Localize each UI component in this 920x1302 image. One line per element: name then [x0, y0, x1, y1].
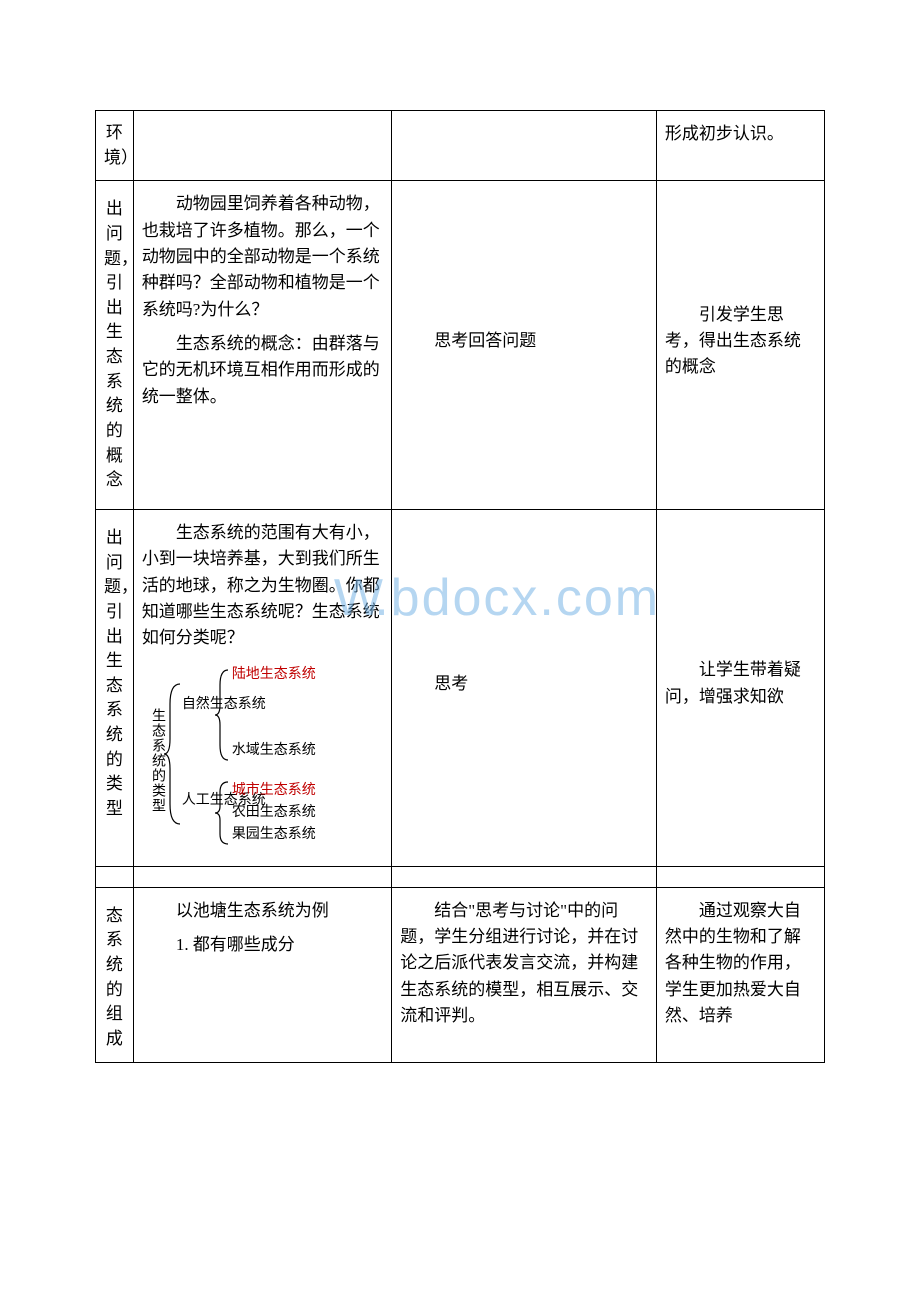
watermark-right: .bdocx.com [374, 558, 660, 639]
tree-root: 生态系统的类型 [148, 708, 166, 813]
spacer-row [96, 866, 825, 887]
row2-right-text: 引发学生思考，得出生态系统的概念 [665, 302, 816, 381]
tree-l1-artificial: 人工生态系统 [182, 792, 216, 810]
row3-left-p1: 生态系统的范围有大有小，小到一块培养基，大到我们所生活的地球，称之为生物圈。你都… [142, 520, 383, 652]
row3-left-cell: 生态系统的范围有大有小，小到一块培养基，大到我们所生活的地球，称之为生物圈。你都… [133, 509, 391, 866]
row1-left-cell [133, 111, 391, 181]
row4-mid-text: 结合"思考与讨论"中的问题，学生分组进行讨论，并在讨论之后派代表发言交流，并构建… [400, 898, 648, 1030]
spacer-cell [392, 866, 657, 887]
spacer-cell [133, 866, 391, 887]
row2-left-p1: 动物园里饲养着各种动物，也栽培了许多植物。那么，一个动物园中的全部动物是一个系统… [142, 191, 383, 323]
row2-label: 出问题，引出生态系统的概念 [104, 197, 125, 493]
row4-right-cell: 通过观察大自然中的生物和了解各种生物的作用，学生更加热爱大自然、培养 [656, 887, 824, 1062]
row4-left-p1: 以池塘生态系统为例 [142, 898, 383, 924]
tree-l2-water: 水域生态系统 [232, 742, 316, 760]
table-row: 态系统的组成 以池塘生态系统为例 1. 都有哪些成分 结合"思考与讨论"中的问题… [96, 887, 825, 1062]
table-row: 出问题，引出生态系统的类型 生态系统的范围有大有小，小到一块培养基，大到我们所生… [96, 509, 825, 866]
row3-right-text: 让学生带着疑问，增强求知欲 [665, 657, 816, 710]
brace-icon [218, 670, 232, 760]
row3-right-cell: 让学生带着疑问，增强求知欲 [656, 509, 824, 866]
ecosystem-tree-diagram: 生态系统的类型 自然生态系统 陆地生态系统 水域生态系统 [142, 666, 383, 856]
row4-left-cell: 以池塘生态系统为例 1. 都有哪些成分 [133, 887, 391, 1062]
row4-left-p2: 1. 都有哪些成分 [142, 932, 383, 958]
row3-mid-text: 思考 [400, 671, 648, 697]
row3-label: 出问题，引出生态系统的类型 [104, 526, 125, 822]
tree-l2-orchard: 果园生态系统 [232, 826, 316, 844]
row1-label: 环境） [104, 121, 125, 170]
row3-mid-cell: .bdocx.com 思考 [392, 509, 657, 866]
row1-right-cell: 形成初步认识。 [656, 111, 824, 181]
table-row: 环境） 形成初步认识。 [96, 111, 825, 181]
row3-label-cell: 出问题，引出生态系统的类型 [96, 509, 134, 866]
lesson-table: 环境） 形成初步认识。 出问题，引出生态系统的概念 动物园里饲养着各种动物，也栽… [95, 110, 825, 1063]
row1-mid-cell [392, 111, 657, 181]
row2-mid-cell: 思考回答问题 [392, 181, 657, 510]
row4-label-cell: 态系统的组成 [96, 887, 134, 1062]
row4-mid-cell: 结合"思考与讨论"中的问题，学生分组进行讨论，并在讨论之后派代表发言交流，并构建… [392, 887, 657, 1062]
row2-left-p2: 生态系统的概念：由群落与它的无机环境互相作用而形成的统一整体。 [142, 331, 383, 410]
tree-l2-farm: 农田生态系统 [232, 804, 316, 822]
tree-l1-natural: 自然生态系统 [182, 696, 216, 714]
tree-l2-land: 陆地生态系统 [232, 666, 316, 684]
row1-label-cell: 环境） [96, 111, 134, 181]
tree-l2-city: 城市生态系统 [232, 782, 316, 800]
row4-label: 态系统的组成 [104, 904, 125, 1052]
brace-icon [218, 782, 232, 844]
table-row: 出问题，引出生态系统的概念 动物园里饲养着各种动物，也栽培了许多植物。那么，一个… [96, 181, 825, 510]
row4-right-text: 通过观察大自然中的生物和了解各种生物的作用，学生更加热爱大自然、培养 [665, 898, 816, 1030]
spacer-cell [96, 866, 134, 887]
document-page: 环境） 形成初步认识。 出问题，引出生态系统的概念 动物园里饲养着各种动物，也栽… [0, 0, 920, 1123]
row2-left-cell: 动物园里饲养着各种动物，也栽培了许多植物。那么，一个动物园中的全部动物是一个系统… [133, 181, 391, 510]
row2-label-cell: 出问题，引出生态系统的概念 [96, 181, 134, 510]
row2-right-cell: 引发学生思考，得出生态系统的概念 [656, 181, 824, 510]
row2-mid-text: 思考回答问题 [400, 328, 648, 354]
spacer-cell [656, 866, 824, 887]
row1-right-text: 形成初步认识。 [665, 124, 784, 143]
